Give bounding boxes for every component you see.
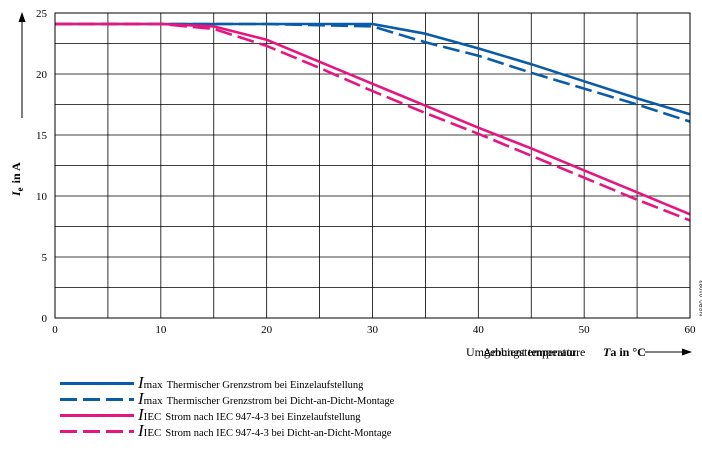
y-tick-label: 5	[42, 252, 48, 264]
x-tick-label: 20	[261, 324, 273, 336]
x-axis-unit: in °C	[619, 345, 645, 359]
x-tick-label: 10	[155, 324, 167, 336]
y-axis-symbol: I	[9, 190, 23, 197]
legend-swatch	[60, 430, 134, 433]
y-tick-label: 15	[36, 130, 48, 142]
x-axis-symbol-letter: T	[603, 345, 611, 359]
legend-symbol: I	[138, 405, 144, 424]
x-tick-label: 30	[367, 324, 379, 336]
y-tick-label: 10	[36, 191, 48, 203]
x-tick-label: 60	[685, 324, 697, 336]
y-tick-label: 20	[36, 69, 48, 81]
labels: 0 10 20 30 40 50 60 0 5 10 15 20 25 Ie in A Umgebungste…	[9, 8, 702, 359]
x-axis-symbol: Ta in °C	[603, 345, 646, 359]
series-lines	[55, 22, 691, 222]
y-axis-sub: e	[15, 187, 25, 191]
y-axis-arrow-head	[18, 12, 26, 22]
grid	[55, 13, 690, 318]
legend-label: IIEC Strom nach IEC 947-4-3 bei Einzelauf…	[138, 405, 360, 425]
plot-frame	[54, 12, 691, 319]
legend-description: Strom nach IEC 947-4-3 bei Dicht-an-Dich…	[165, 428, 392, 439]
legend-description: Thermischer Grenzstrom bei Dicht-an-Dich…	[166, 396, 395, 407]
x-axis-title-de: Umgebungstemperatur	[466, 345, 576, 359]
x-axis-symbol-sub: a	[610, 345, 616, 359]
x-tick-label: 50	[579, 324, 591, 336]
x-axis-title-en: Ambient temperature	[483, 345, 585, 359]
axes	[18, 12, 692, 356]
y-tick-label: 25	[36, 8, 48, 20]
legend-label: IIEC Strom nach IEC 947-4-3 bei Dicht-an-…	[138, 421, 391, 441]
legend-sub: max	[143, 395, 163, 407]
y-tick-label: 0	[42, 313, 48, 325]
legend-swatch	[60, 382, 134, 385]
legend-symbol: I	[138, 389, 144, 408]
legend-sub: IEC	[143, 411, 162, 423]
figure-code: NSB0_01083	[700, 280, 702, 316]
legend-symbol: I	[138, 421, 144, 440]
legend-description: Strom nach IEC 947-4-3 bei Einzelaufstel…	[165, 412, 361, 423]
series-line-2	[55, 22, 691, 123]
series-line-4	[55, 22, 691, 222]
x-tick-label: 40	[473, 324, 485, 336]
legend-swatch	[60, 398, 134, 401]
y-axis-title: Ie in A	[9, 162, 25, 197]
legend-swatch	[60, 414, 134, 417]
legend-symbol: I	[138, 373, 144, 392]
legend-sub: max	[143, 379, 163, 391]
x-tick-label: 0	[52, 324, 58, 336]
y-axis-unit: in A	[9, 162, 23, 183]
x-axis-arrow-head	[682, 348, 692, 356]
legend-sub: IEC	[143, 427, 162, 439]
legend-label: Imax Thermischer Grenzstrom bei Einzelauf…	[138, 373, 363, 393]
legend-description: Thermischer Grenzstrom bei Einzelaufstel…	[166, 380, 364, 391]
legend-label: Imax Thermischer Grenzstrom bei Dicht-an-…	[138, 389, 394, 409]
series-line-3	[55, 22, 691, 216]
